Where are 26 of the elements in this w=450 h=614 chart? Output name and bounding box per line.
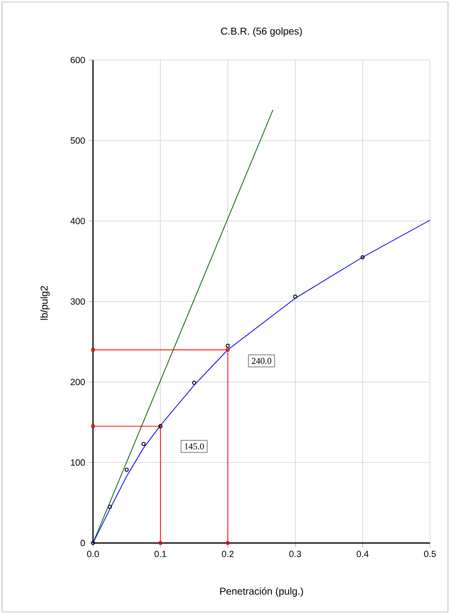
y-tick-label: 300 bbox=[70, 298, 85, 305]
x-tick-label: 0.2 bbox=[222, 550, 234, 558]
chart-title: C.B.R. (56 golpes) bbox=[221, 27, 302, 37]
x-tick-label: 0.3 bbox=[289, 550, 302, 558]
point bbox=[360, 255, 365, 260]
point bbox=[226, 348, 230, 352]
x-tick-label: 0.4 bbox=[356, 550, 369, 558]
x-tick-label: 0.1 bbox=[154, 550, 166, 558]
x-tick-label: 0.5 bbox=[424, 550, 436, 558]
y-tick-label: 200 bbox=[70, 378, 85, 386]
annotation: 145.0 bbox=[184, 443, 204, 450]
point bbox=[293, 294, 298, 299]
y-tick-label: 0 bbox=[80, 540, 85, 546]
y-tick-label: 100 bbox=[70, 459, 85, 466]
y-axis-title: lb/pulg2 bbox=[40, 286, 50, 320]
x-axis-title: Penetración (pulg.) bbox=[220, 587, 303, 597]
annotation: 240.0 bbox=[252, 358, 272, 364]
point bbox=[142, 442, 146, 446]
y-tick-label: 500 bbox=[70, 137, 85, 144]
x-tick-label: 0.0 bbox=[87, 550, 99, 558]
y-tick-label: 600 bbox=[70, 56, 85, 64]
y-tick-label: 400 bbox=[70, 218, 85, 224]
point bbox=[192, 380, 196, 385]
point bbox=[124, 468, 129, 472]
point bbox=[108, 504, 112, 509]
point bbox=[226, 344, 230, 348]
